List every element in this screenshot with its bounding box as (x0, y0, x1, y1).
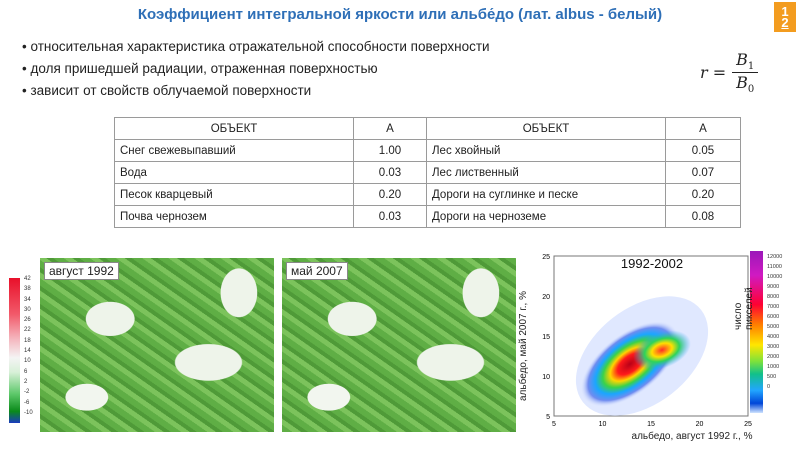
bullet-list: относительная характеристика отражательн… (22, 36, 490, 102)
color-scale-labels: 42 38 34 30 26 22 18 14 10 6 2 -2 -6 -10 (24, 274, 33, 418)
table-header-object: ОБЪЕКТ (426, 117, 666, 140)
color-scale-tick: -2 (24, 389, 30, 396)
color-scale-tick: 22 (24, 327, 31, 334)
table-cell: Песок кварцевый (114, 183, 354, 206)
chart-y-axis-label: альбедо, май 2007 г., % (517, 291, 529, 401)
colorbar-tick: 2000 (767, 354, 780, 360)
table-cell: Дороги на суглинке и песке (426, 183, 666, 206)
slide-number-badge: 1 2 (774, 2, 796, 32)
x-tick-label: 15 (647, 421, 655, 428)
y-tick-label: 15 (542, 334, 550, 341)
y-tick-label: 25 (542, 254, 550, 261)
colorbar-tick: 3000 (767, 344, 780, 350)
table-cell: 1.00 (353, 139, 427, 162)
difference-color-scale (9, 278, 20, 423)
table-header-row: ОБЪЕКТ A ОБЪЕКТ A (114, 117, 741, 140)
color-scale-tick: -6 (24, 399, 30, 406)
table-row: Снег свежевыпавший 1.00 Лес хвойный 0.05 (114, 139, 741, 162)
table-row: Песок кварцевый 0.20 Дороги на суглинке … (114, 183, 741, 206)
density-plot-svg: 5 10 15 20 25 5 10 15 20 25 1992-2002 альбедо, ав… (517, 254, 753, 442)
colorbar-tick: 9000 (767, 284, 780, 290)
table-cell: Снег свежевыпавший (114, 139, 354, 162)
table-header-a: A (665, 117, 741, 140)
slide-title: Коэффициент интегральной яркости или аль… (137, 6, 663, 23)
satellite-map-2007: май 2007 (282, 258, 516, 432)
colorbar-tick: 12000 (767, 254, 783, 260)
colorbar-tick: 6000 (767, 314, 780, 320)
table-cell: Лес хвойный (426, 139, 666, 162)
plot-area-frame (553, 255, 749, 417)
albedo-formula: r = B1 B0 (700, 50, 759, 95)
x-tick-label: 25 (744, 421, 752, 428)
table-header-a: A (353, 117, 427, 140)
map-label: май 2007 (286, 262, 348, 280)
slide-number-bottom: 2 (781, 15, 789, 30)
x-tick-label: 20 (696, 421, 704, 428)
color-scale-tick: 34 (24, 296, 31, 303)
table-cell: 0.03 (353, 161, 427, 184)
table-cell: 0.05 (665, 139, 741, 162)
color-scale-tick: 2 (24, 378, 28, 385)
x-tick-label: 10 (599, 421, 607, 428)
denominator-subscript: 0 (747, 84, 755, 96)
table-cell: 0.20 (665, 183, 741, 206)
pixel-count-colorbar (750, 251, 763, 413)
colorbar-title: число пикселей (733, 287, 755, 330)
bullet-item: зависит от свойств облучаемой поверхност… (22, 80, 490, 102)
table-cell: Почва чернозем (114, 205, 354, 228)
formula-lhs: r = (700, 63, 727, 83)
color-scale-tick: 42 (24, 276, 31, 282)
colorbar-tick: 7000 (767, 304, 780, 310)
y-tick-label: 10 (542, 374, 550, 381)
map-label: август 1992 (44, 262, 119, 280)
colorbar-tick: 10000 (767, 274, 783, 280)
formula-fraction: B1 B0 (732, 50, 759, 95)
density-secondary-core (633, 330, 691, 370)
y-tick-label: 20 (542, 294, 550, 301)
colorbar-tick: 5000 (767, 324, 780, 330)
table-cell: 0.07 (665, 161, 741, 184)
colorbar-tick: 4000 (767, 334, 780, 340)
table-row: Вода 0.03 Лес лиственный 0.07 (114, 161, 741, 184)
chart-title: 1992-2002 (621, 256, 683, 271)
albedo-table: ОБЪЕКТ A ОБЪЕКТ A Снег свежевыпавший 1.0… (114, 117, 741, 228)
table-header-object: ОБЪЕКТ (114, 117, 354, 140)
numerator-symbol: B (736, 50, 748, 69)
table-cell: 0.08 (665, 205, 741, 228)
color-scale-tick: -10 (24, 409, 33, 416)
formula-denominator: B0 (736, 73, 754, 95)
color-scale-tick: 26 (24, 317, 31, 324)
table-cell: Дороги на черноземе (426, 205, 666, 228)
satellite-map-1992: август 1992 (40, 258, 274, 432)
color-scale-tick: 10 (24, 358, 31, 365)
table-cell: Вода (114, 161, 354, 184)
denominator-symbol: B (736, 73, 748, 93)
table-row: Почва чернозем 0.03 Дороги на черноземе … (114, 205, 741, 228)
y-tick-label: 5 (546, 414, 550, 421)
colorbar-tick: 0 (767, 384, 771, 390)
colorbar-tick: 11000 (767, 264, 782, 270)
table-cell: 0.20 (353, 183, 427, 206)
color-scale-tick: 6 (24, 368, 28, 375)
numerator-subscript: 1 (747, 61, 755, 73)
colorbar-tick: 500 (767, 374, 777, 380)
formula-numerator: B1 (732, 50, 759, 74)
albedo-density-chart: 5 10 15 20 25 5 10 15 20 25 1992-2002 альбедо, ав… (512, 246, 762, 446)
color-scale-tick: 38 (24, 286, 31, 293)
bullet-item: доля пришедшей радиации, отраженная пове… (22, 58, 490, 80)
colorbar-tick: 8000 (767, 294, 780, 300)
color-scale-tick: 14 (24, 348, 31, 355)
chart-x-axis-label: альбедо, август 1992 г., % (632, 430, 753, 442)
colorbar-labels: 12000 11000 10000 9000 8000 7000 6000 5000 4000 3… (767, 252, 782, 392)
color-scale-tick: 30 (24, 306, 31, 313)
table-cell: Лес лиственный (426, 161, 666, 184)
x-tick-label: 5 (552, 421, 556, 428)
colorbar-tick: 1000 (767, 364, 780, 370)
color-scale-tick: 18 (24, 337, 31, 344)
bullet-item: относительная характеристика отражательн… (22, 36, 489, 58)
table-cell: 0.03 (353, 205, 427, 228)
slide-number-top: 1 (781, 4, 789, 19)
